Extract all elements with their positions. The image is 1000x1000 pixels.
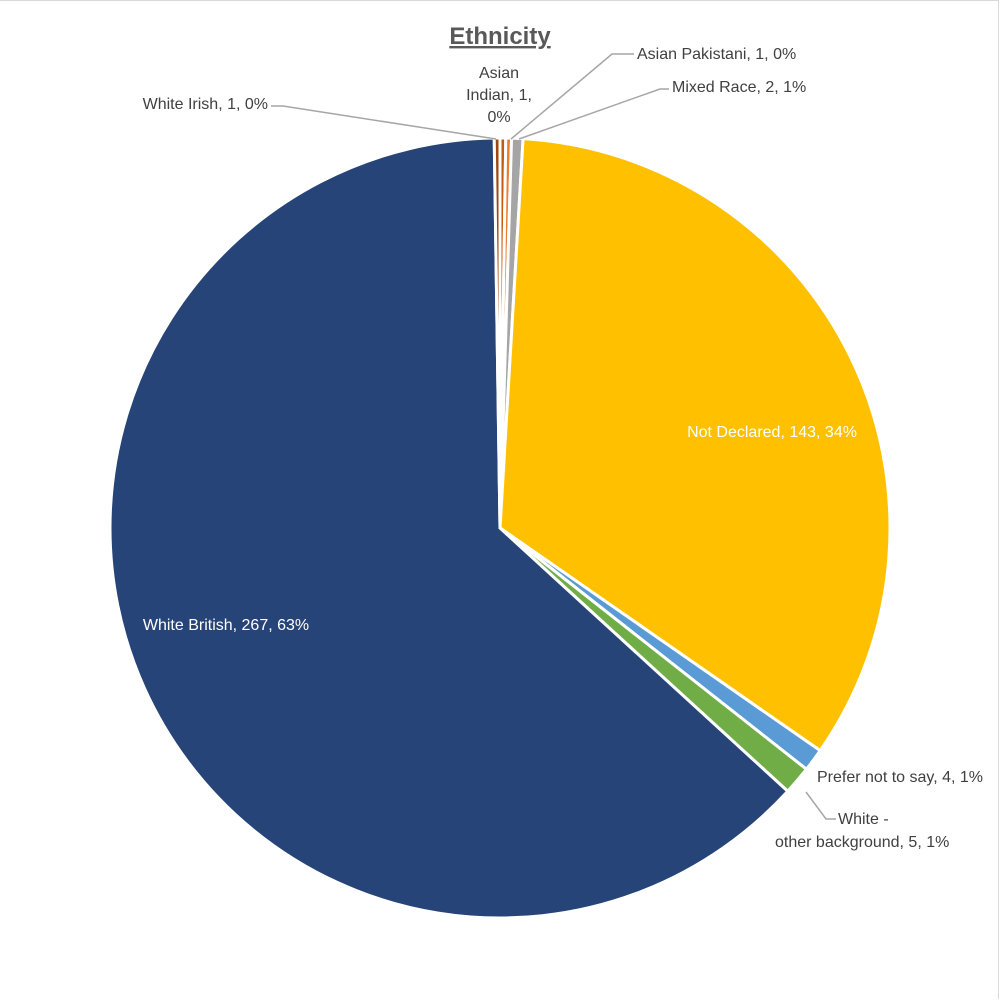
pie-slice-not-declared bbox=[498, 137, 892, 753]
chart-title: Ethnicity bbox=[449, 23, 551, 50]
leader-line-white-irish bbox=[271, 105, 497, 140]
leader-line-white-other-background bbox=[805, 791, 836, 820]
data-label-asian-indian: Asian Indian, 1, 0% bbox=[466, 65, 532, 126]
data-label-white-british: White British, 267, 63% bbox=[143, 617, 309, 634]
leader-line-asian-pakistani bbox=[510, 53, 634, 140]
leader-line-mixed-race bbox=[518, 88, 669, 140]
data-label-white-other-background: White -other background, 5, 1% bbox=[775, 811, 949, 851]
data-label-asian-pakistani: Asian Pakistani, 1, 0% bbox=[637, 46, 796, 63]
pie-slice-white-british bbox=[108, 136, 790, 920]
data-label-mixed-race: Mixed Race, 2, 1% bbox=[672, 79, 806, 96]
data-label-white-irish: White Irish, 1, 0% bbox=[143, 96, 268, 113]
data-label-prefer-not-to-say: Prefer not to say, 4, 1% bbox=[817, 769, 983, 786]
data-label-not-declared: Not Declared, 143, 34% bbox=[687, 424, 857, 441]
